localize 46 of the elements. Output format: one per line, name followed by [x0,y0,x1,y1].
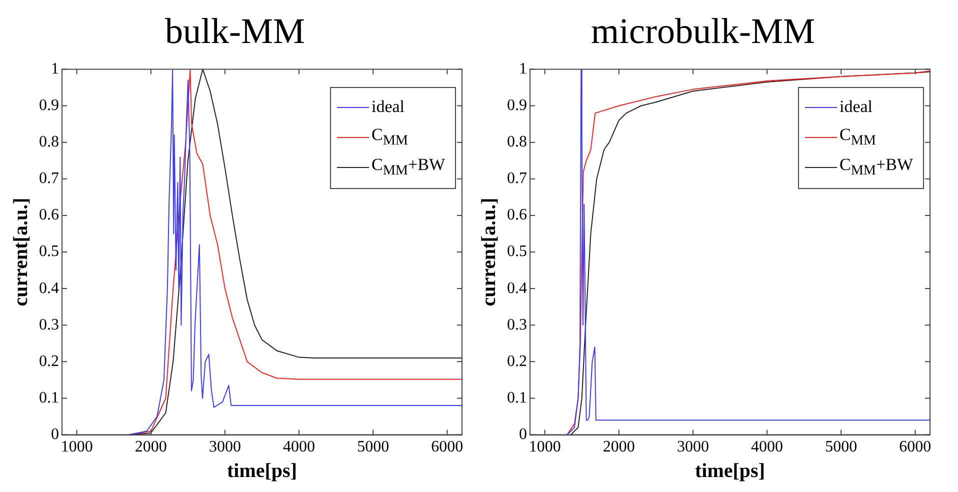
chart-title: bulk-MM [164,11,306,52]
y-tick-label: 0 [519,426,527,444]
legend-label: C$_{MM}$ [839,124,876,150]
y-tick-label: 0.8 [507,134,527,151]
y-tick-label: 0.7 [39,170,59,188]
y-tick-label: 0.1 [39,389,59,406]
x-tick-label: 1000 [60,438,93,456]
y-axis-title: current[a.u.] [478,198,500,306]
y-tick-label: 0.3 [507,316,527,334]
x-tick-label: 6000 [899,438,932,456]
y-tick-label: 0 [51,426,59,444]
x-tick-label: 1000 [528,438,561,456]
legend-label: C$_{MM}$ [371,124,408,150]
y-tick-label: 1 [519,60,527,78]
y-axis-title: current[a.u.] [10,198,32,306]
y-tick-label: 0.8 [39,134,59,151]
y-tick-label: 0.5 [39,243,59,260]
y-tick-label: 0.3 [39,316,59,334]
x-tick-label: 5000 [357,438,390,456]
y-tick-label: 0.6 [39,206,59,224]
x-tick-label: 2000 [134,438,167,456]
y-tick-label: 0.4 [507,280,527,297]
chart-title: microbulk-MM [591,11,815,52]
y-tick-label: 0.9 [39,96,59,114]
x-tick-label: 5000 [825,438,858,456]
y-tick-label: 0.7 [507,170,527,188]
legend-label: ideal [839,97,873,118]
legend-label: C$_{MM}$+BW [839,154,913,180]
y-tick-label: 0.9 [507,96,527,114]
y-tick-label: 0.2 [39,352,59,370]
y-tick-label: 0.1 [507,389,527,406]
y-tick-label: 0.6 [507,206,527,224]
x-tick-label: 3000 [676,438,709,456]
x-tick-label: 3000 [208,438,241,456]
legend-label: C$_{MM}$+BW [371,154,445,180]
x-axis-title: time[ps] [227,460,297,482]
y-tick-label: 0.5 [507,243,527,260]
y-tick-label: 0.4 [39,280,59,297]
x-tick-label: 6000 [431,438,464,456]
x-tick-label: 4000 [283,438,316,456]
y-tick-label: 0.2 [507,352,527,370]
x-tick-label: 2000 [602,438,635,456]
x-tick-label: 4000 [751,438,784,456]
x-axis-title: time[ps] [695,460,765,482]
legend-label: ideal [371,97,405,118]
y-tick-label: 1 [51,60,59,78]
